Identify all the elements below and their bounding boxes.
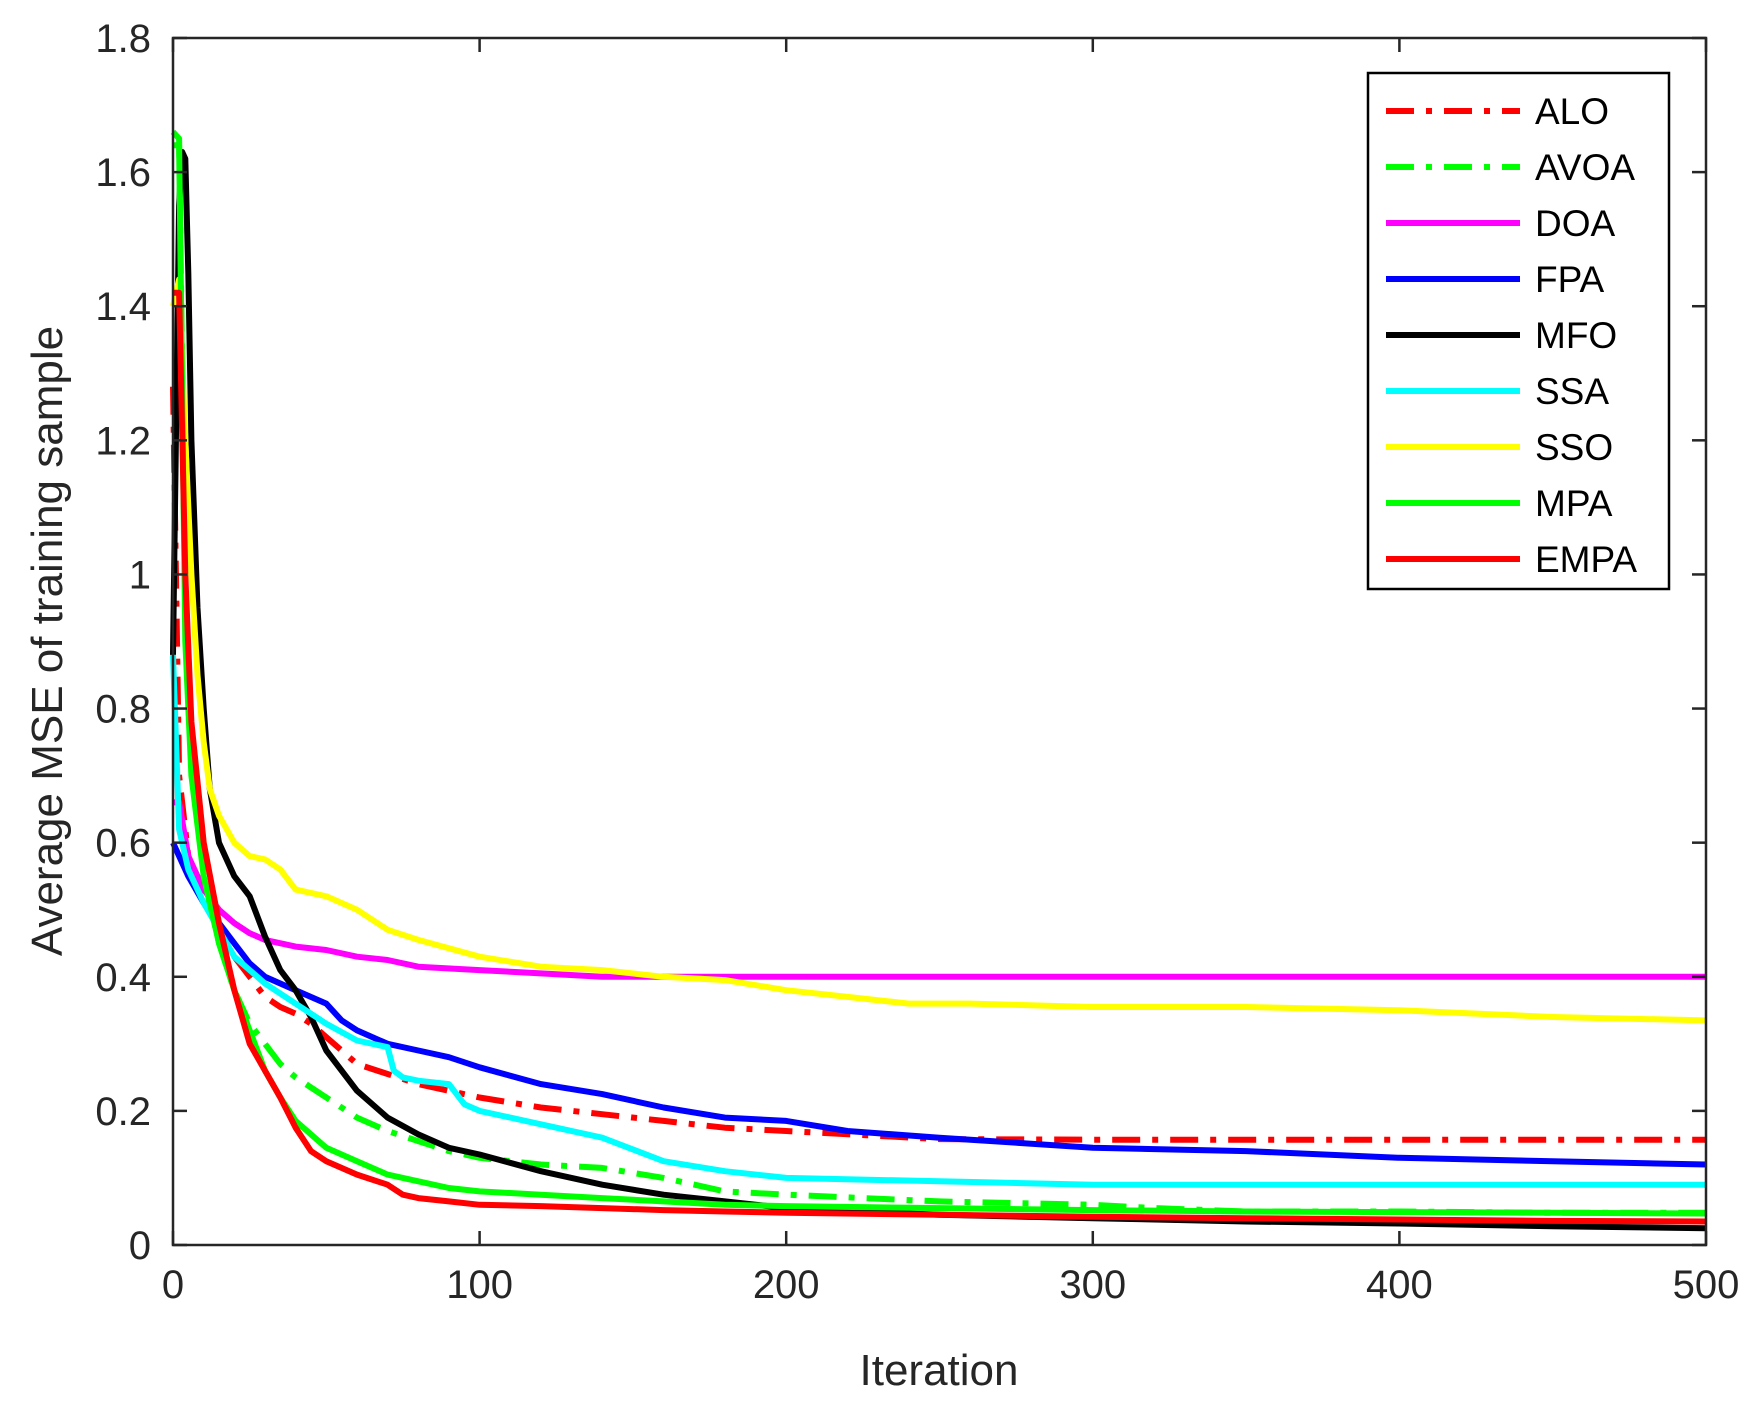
legend-label-fpa: FPA — [1535, 259, 1605, 300]
y-tick-label: 0.4 — [95, 956, 151, 1000]
tick-labels-layer: 0 100 200 300 400 500 0 0.2 0.4 0.6 0.8 1 1.2 1.4 1.6 1… — [95, 17, 1739, 1307]
y-tick-label: 0.2 — [95, 1090, 151, 1134]
y-axis-label: Average MSE of training sample — [23, 326, 72, 956]
legend-entries: ALO AVOA DOA FPA MFO SSA SSO MPA EMPA — [1386, 91, 1637, 580]
legend: ALO AVOA DOA FPA MFO SSA SSO MPA EMPA — [1366, 71, 1671, 591]
y-tick-label: 1 — [129, 553, 151, 597]
x-tick-label: 500 — [1673, 1263, 1740, 1307]
x-tick-label: 100 — [446, 1263, 513, 1307]
series-line-ssa — [170, 654, 1706, 1188]
x-tick-label: 300 — [1059, 1263, 1126, 1307]
y-tick-label: 1.2 — [95, 419, 151, 463]
y-tick-label: 1.4 — [95, 285, 151, 329]
legend-label-avoa: AVOA — [1535, 147, 1635, 188]
series-line-mpa — [173, 142, 1707, 1217]
y-tick-label: 1.6 — [95, 151, 151, 195]
plot-frame — [171, 36, 1708, 1247]
legend-label-sso: SSO — [1535, 427, 1613, 468]
x-tick-label: 200 — [753, 1263, 820, 1307]
x-tick-label: 0 — [162, 1263, 184, 1307]
series-line-empa — [173, 289, 1707, 1225]
y-tick-label: 1.8 — [95, 17, 151, 61]
x-axis-label: Iteration — [860, 1346, 1019, 1395]
legend-label-alo: ALO — [1535, 91, 1609, 132]
legend-label-mfo: MFO — [1535, 315, 1617, 356]
x-tick-label: 400 — [1366, 1263, 1433, 1307]
y-tick-label: 0 — [129, 1224, 151, 1268]
legend-label-mpa: MPA — [1535, 483, 1613, 524]
y-tick-label: 0.8 — [95, 688, 151, 732]
ticks-layer — [171, 36, 1708, 1247]
legend-label-doa: DOA — [1535, 203, 1616, 244]
legend-label-empa: EMPA — [1535, 539, 1637, 580]
y-tick-label: 0.6 — [95, 822, 151, 866]
legend-label-ssa: SSA — [1535, 371, 1609, 412]
series-layer — [170, 129, 1707, 1232]
series-line-avoa — [170, 129, 1706, 1216]
series-line-sso — [170, 276, 1707, 1024]
series-line-fpa — [170, 841, 1707, 1168]
